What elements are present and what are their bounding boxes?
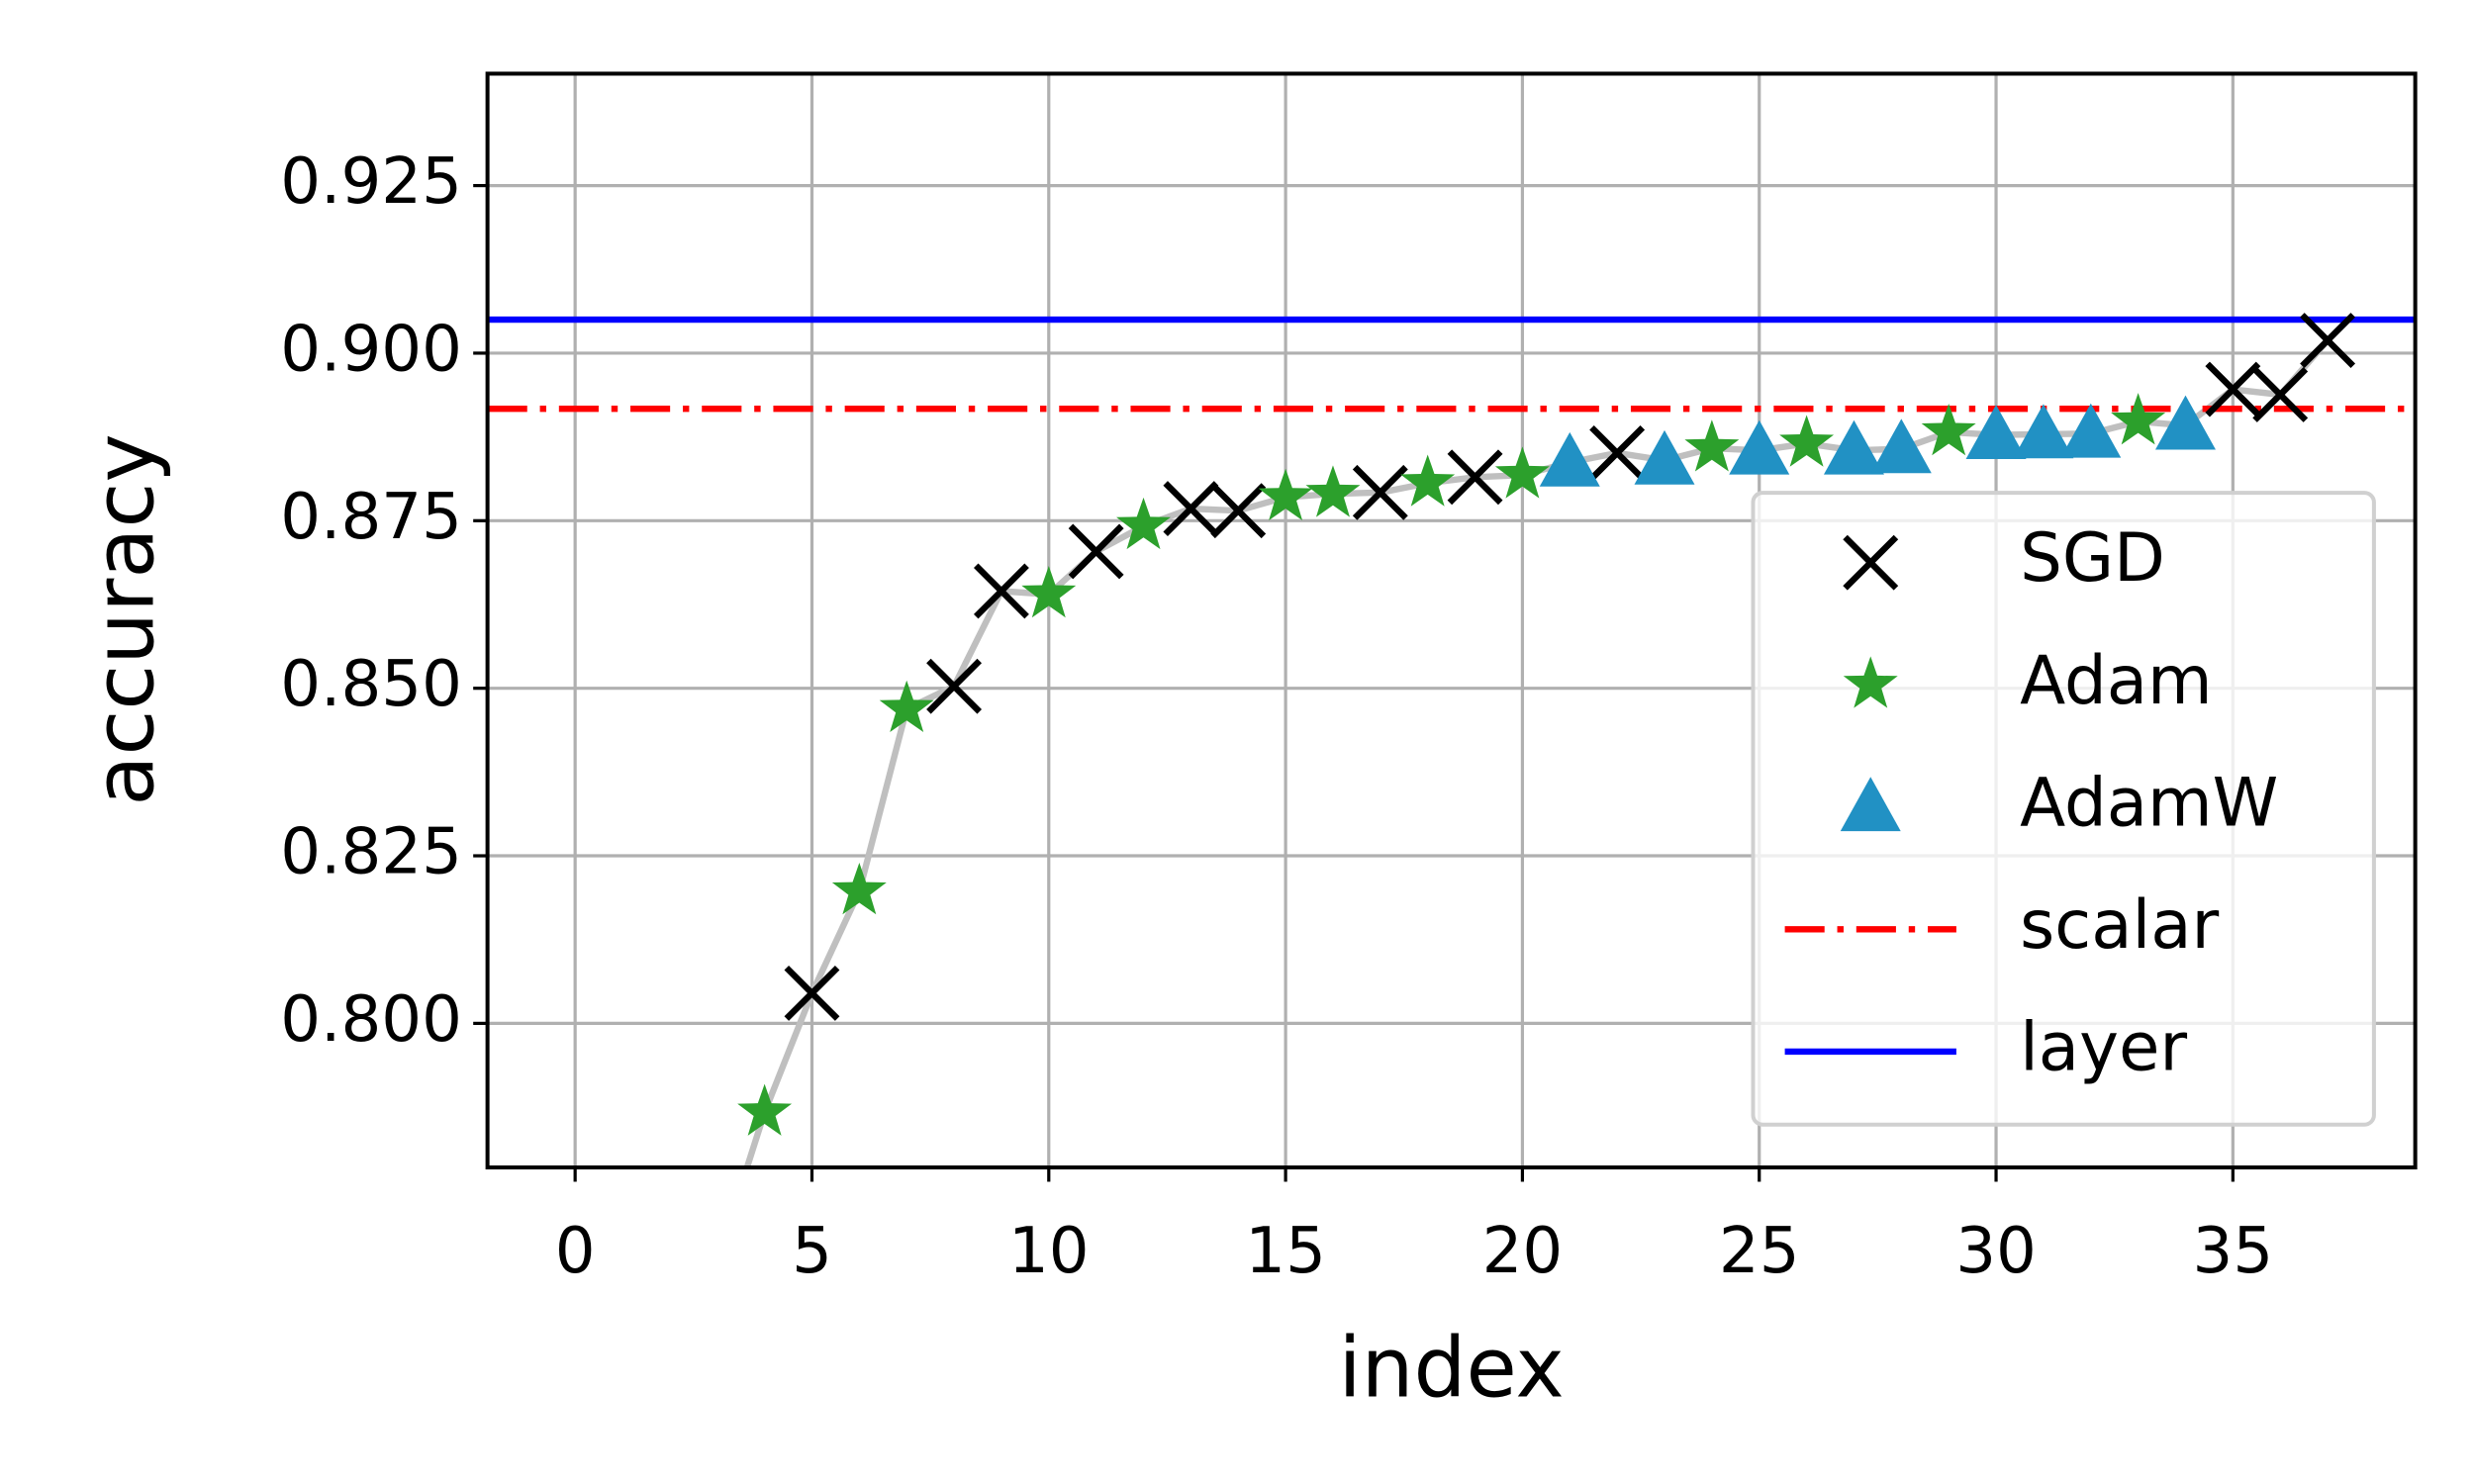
legend-label: AdamW xyxy=(2020,763,2278,841)
point xyxy=(1684,419,1740,472)
marker-stroke xyxy=(2252,367,2309,422)
point xyxy=(1494,446,1550,499)
marker-stroke xyxy=(926,658,983,714)
plot-area xyxy=(487,313,2416,1168)
marker-stroke xyxy=(973,563,1029,619)
x-tick-label: 25 xyxy=(1719,1214,1800,1288)
point xyxy=(1258,468,1313,520)
point xyxy=(1823,419,1884,475)
y-tick-label: 0.825 xyxy=(280,815,462,889)
point xyxy=(2300,313,2356,369)
legend: SGD Adam AdamW scalar layer xyxy=(1751,491,2376,1127)
point xyxy=(1305,465,1361,517)
x-tick-label: 30 xyxy=(1955,1214,2037,1288)
x-tick-label: 5 xyxy=(792,1214,832,1288)
x-tick-label: 10 xyxy=(1008,1214,1090,1288)
point xyxy=(1779,415,1835,467)
point xyxy=(1539,431,1600,487)
marker-stroke xyxy=(1068,523,1124,580)
point xyxy=(1163,481,1219,537)
x-tick-label: 15 xyxy=(1245,1214,1326,1288)
point xyxy=(1921,404,1976,456)
point xyxy=(2205,361,2261,417)
point xyxy=(2111,393,2166,445)
legend-label: Adam xyxy=(2020,641,2213,719)
point xyxy=(1352,464,1408,520)
marker-stroke xyxy=(1843,534,1899,591)
point xyxy=(2252,367,2309,422)
marker-stroke xyxy=(784,965,840,1021)
y-tick-label: 0.900 xyxy=(280,313,462,387)
x-axis-label: index xyxy=(1338,1321,1564,1417)
point xyxy=(926,658,983,714)
point xyxy=(737,1083,793,1136)
point xyxy=(1068,523,1124,580)
legend-marker xyxy=(1843,534,1899,591)
point xyxy=(831,863,887,915)
legend-marker xyxy=(1843,656,1898,708)
y-tick-label: 0.925 xyxy=(280,144,462,219)
point xyxy=(1965,405,2027,459)
marker-stroke xyxy=(1589,424,1646,481)
point xyxy=(1021,565,1077,618)
legend-marker xyxy=(1840,777,1901,832)
point xyxy=(2013,404,2074,459)
point xyxy=(1870,418,1932,474)
point xyxy=(1589,424,1646,481)
x-tick-label: 35 xyxy=(2193,1214,2274,1288)
point xyxy=(1634,429,1695,485)
marker-stroke xyxy=(2300,313,2356,369)
legend-label: SGD xyxy=(2020,518,2165,597)
y-tick-label: 0.800 xyxy=(280,982,462,1057)
point xyxy=(2060,403,2122,458)
point xyxy=(1447,449,1503,506)
marker-stroke xyxy=(1352,464,1408,520)
marker-stroke xyxy=(1447,449,1503,506)
y-tick-label: 0.875 xyxy=(280,480,462,554)
point xyxy=(1729,419,1790,475)
point xyxy=(879,680,934,733)
axes-frame xyxy=(485,71,2418,1170)
point xyxy=(973,563,1029,619)
marker-stroke xyxy=(2205,361,2261,417)
legend-label: scalar xyxy=(2020,885,2219,964)
y-axis-label: accuracy xyxy=(77,433,173,805)
point xyxy=(784,965,840,1021)
legend-box xyxy=(1751,491,2376,1127)
x-tick-label: 0 xyxy=(555,1214,596,1288)
legend-label: layer xyxy=(2020,1007,2187,1085)
point xyxy=(2155,395,2216,450)
marker-stroke xyxy=(1210,483,1267,539)
y-tick-label: 0.850 xyxy=(280,647,462,721)
point xyxy=(1116,497,1171,550)
point xyxy=(1210,483,1267,539)
marker-stroke xyxy=(1163,481,1219,537)
x-tick-label: 20 xyxy=(1482,1214,1564,1288)
point xyxy=(1400,454,1456,507)
